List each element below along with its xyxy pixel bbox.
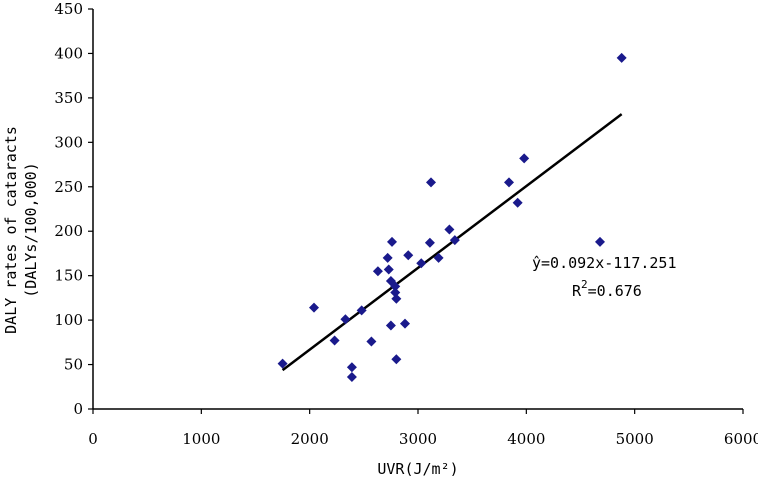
y-tick-label: 300 [54, 133, 83, 151]
y-tick-label: 350 [54, 89, 83, 107]
data-points [277, 52, 627, 382]
y-axis-title-line2: (DALYs/100,000) [22, 162, 40, 297]
r-squared-label: R2=0.676 [572, 278, 642, 300]
data-point [426, 177, 436, 188]
data-point [346, 362, 357, 373]
y-tick-label: 100 [54, 311, 83, 329]
data-point [356, 305, 367, 316]
y-tick-label: 0 [73, 400, 83, 418]
data-point [329, 335, 340, 346]
x-tick-label: 1000 [182, 430, 220, 448]
data-point [433, 252, 444, 263]
y-tick-label: 450 [54, 0, 83, 18]
y-tick-label: 250 [54, 178, 83, 196]
data-point [390, 287, 401, 298]
x-tick-label: 0 [88, 430, 98, 448]
data-point [504, 177, 514, 188]
data-point [449, 235, 460, 246]
data-point [616, 52, 627, 63]
data-point [595, 236, 605, 247]
data-point [383, 264, 394, 275]
data-point [391, 293, 402, 304]
data-point [403, 250, 414, 261]
data-point [340, 314, 351, 325]
data-point [400, 318, 410, 329]
data-point [277, 358, 288, 369]
y-tick-label: 150 [54, 267, 83, 285]
data-point [309, 302, 319, 313]
x-axis-title: UVR(J/m²) [377, 460, 458, 478]
x-tick-label: 4000 [507, 430, 545, 448]
regression-equation: ŷ=0.092x-117.251 [532, 254, 677, 272]
data-point [385, 320, 396, 331]
x-axis-ticks: 0 1000 2000 3000 4000 5000 6000 [88, 409, 758, 448]
y-axis-ticks: 0 50 100 150 200 250 300 350 400 450 [54, 0, 93, 418]
data-point [382, 252, 393, 263]
data-point [366, 336, 377, 347]
data-point [390, 281, 401, 292]
data-point [387, 236, 397, 247]
data-point [519, 153, 530, 164]
y-tick-label: 50 [64, 356, 83, 374]
data-point [346, 372, 357, 382]
data-point [424, 237, 435, 248]
data-point [391, 354, 402, 365]
data-point [512, 197, 523, 208]
y-axis-title-line1: DALY rates of cataracts [2, 126, 20, 334]
x-tick-label: 6000 [724, 430, 758, 448]
data-point [372, 266, 383, 277]
x-tick-label: 2000 [291, 430, 329, 448]
y-tick-label: 200 [54, 222, 83, 240]
x-tick-label: 3000 [399, 430, 437, 448]
data-point [444, 224, 455, 235]
data-point [416, 258, 427, 269]
x-tick-label: 5000 [616, 430, 654, 448]
y-tick-label: 400 [54, 44, 83, 62]
